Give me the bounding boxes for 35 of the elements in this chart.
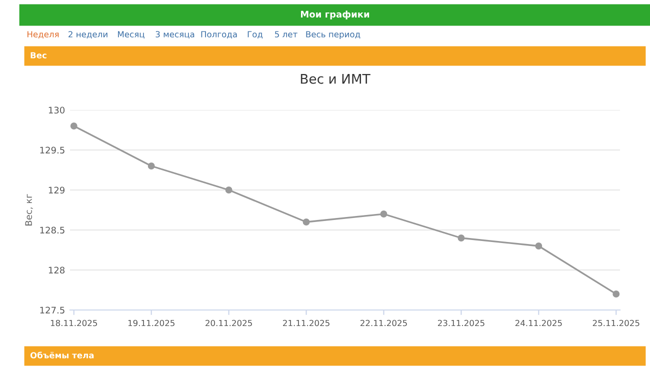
text: Объёмы тела [30, 352, 94, 358]
text: 2 недели [68, 31, 108, 38]
x-tick-label: 18.11.2025 [50, 320, 97, 326]
point [380, 210, 388, 218]
x-tick-label: 19.11.2025 [128, 320, 174, 326]
y-axis-title: Вес, кг [25, 194, 33, 226]
text: Неделя [28, 31, 59, 38]
point [225, 186, 232, 194]
text: Вес [30, 52, 46, 58]
y-tick-label: 130 [48, 106, 65, 114]
y-tick-label: 129.5 [40, 146, 64, 154]
y-tick-label: 129 [48, 186, 65, 194]
text: 5 лет [275, 31, 298, 38]
x-tick-label: 22.11.2025 [360, 320, 407, 326]
text: 3 месяца [156, 31, 194, 38]
point [302, 218, 310, 226]
text: Месяц [118, 31, 144, 38]
x-tick-label: 21.11.2025 [283, 320, 330, 326]
y-tick-label: 127.5 [40, 306, 64, 314]
point [70, 122, 78, 130]
text: Весь период [306, 31, 360, 40]
x-tick-label: 23.11.2025 [438, 320, 484, 326]
text: Полгода [201, 31, 237, 38]
point [535, 242, 542, 250]
x-tick-label: 20.11.2025 [206, 320, 252, 326]
chart-title: Вес и ИМТ [300, 74, 370, 84]
x-tick-label: 25.11.2025 [592, 320, 640, 326]
y-tick-label: 128 [48, 266, 65, 274]
y-tick-label: 128.5 [40, 226, 64, 234]
point [148, 162, 155, 170]
point [612, 290, 620, 298]
text: Год [248, 31, 263, 38]
x-tick-label: 24.11.2025 [515, 320, 562, 326]
point [458, 234, 465, 242]
text: Мои графики [301, 10, 370, 20]
